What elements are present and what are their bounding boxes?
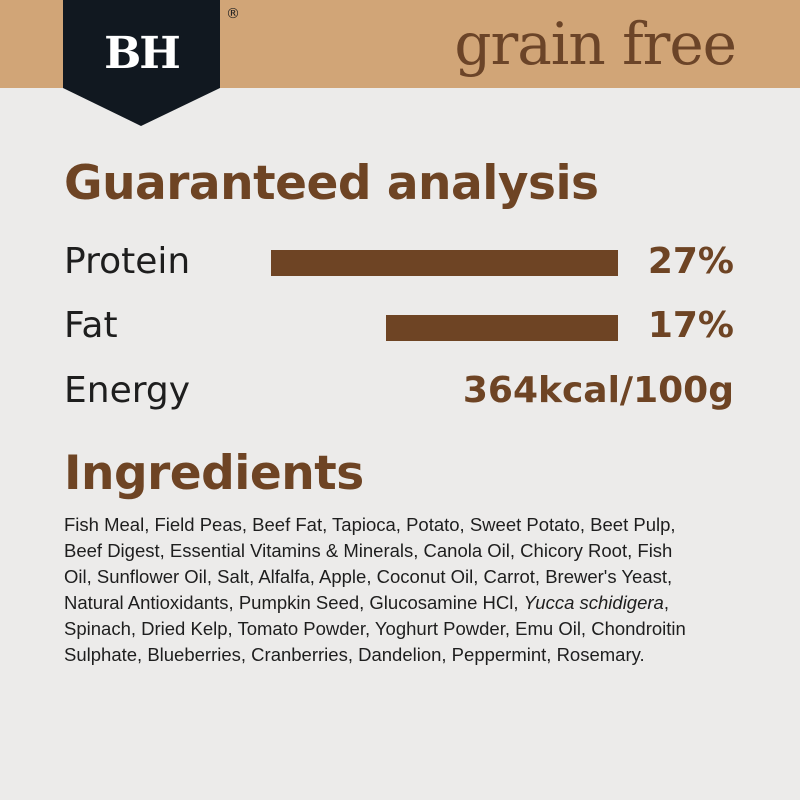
fat-bar <box>386 315 618 341</box>
ingredients-list: Fish Meal, Field Peas, Beef Fat, Tapioca… <box>64 512 704 668</box>
registered-mark: ® <box>226 6 240 22</box>
protein-value: 27% <box>647 241 734 282</box>
ingredients-title: Ingredients <box>64 446 364 501</box>
tagline: grain free <box>454 10 737 78</box>
protein-bar <box>271 250 618 276</box>
protein-label: Protein <box>64 241 191 282</box>
ingredients-italic: Yucca schidigera <box>523 592 664 613</box>
ingredients-text: Fish Meal, Field Peas, Beef Fat, Tapioca… <box>64 514 676 613</box>
ingredients-text-end: , Spinach, Dried Kelp, Tomato Powder, Yo… <box>64 592 686 665</box>
energy-label: Energy <box>64 370 191 411</box>
analysis-title: Guaranteed analysis <box>64 156 599 211</box>
brand-logo-shield <box>63 0 220 126</box>
fat-value: 17% <box>647 305 734 346</box>
fat-label: Fat <box>64 305 118 346</box>
brand-logo-text: BH <box>104 28 181 79</box>
energy-value: 364kcal/100g <box>462 370 734 411</box>
